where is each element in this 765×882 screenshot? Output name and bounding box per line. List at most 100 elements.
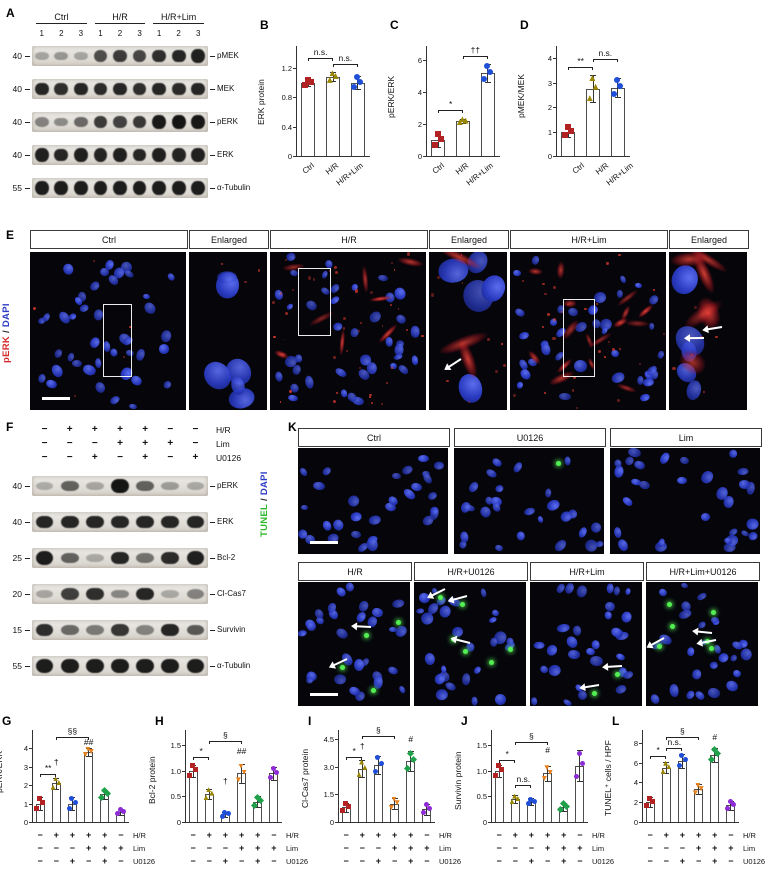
treatment-sign: − (66, 438, 73, 449)
blot-band (93, 82, 108, 96)
cell-nucleus (287, 394, 298, 403)
data-point (82, 752, 88, 758)
perk-speckle (380, 403, 383, 406)
data-point (206, 787, 212, 793)
tunel-positive-nucleus (396, 620, 402, 626)
data-point (307, 79, 314, 86)
perk-speckle (618, 347, 621, 350)
fluorescence-image (454, 448, 604, 554)
cell-nucleus (141, 300, 157, 317)
perk-speckle (652, 289, 655, 292)
perk-speckle (461, 282, 464, 284)
treatment-sign: − (512, 843, 518, 853)
roi-box (563, 299, 595, 378)
x-category-label: H/R+Lim (464, 161, 496, 188)
data-point (203, 794, 209, 800)
treatment-sign: + (712, 830, 718, 840)
error-bar (665, 762, 667, 774)
cell-nucleus (435, 688, 449, 702)
cell-nucleus (648, 692, 662, 706)
lane-group-label: Ctrl (36, 12, 87, 24)
data-point (342, 801, 348, 807)
error-cap (343, 811, 350, 813)
cell-nucleus (424, 651, 436, 665)
significance-bracket (515, 742, 548, 744)
x-category-label: Ctrl (430, 161, 446, 176)
cell-nucleus (731, 668, 742, 679)
treatment-sign: − (37, 856, 43, 866)
significance-bracket (56, 737, 89, 739)
significance-label: n.s. (598, 48, 613, 59)
arrowhead (351, 622, 358, 631)
cell-nucleus (485, 467, 499, 479)
tunel-positive-nucleus (666, 602, 672, 608)
blot-band (136, 480, 154, 492)
data-point (241, 769, 247, 775)
blot-band (93, 115, 108, 128)
perk-speckle (369, 290, 374, 295)
cell-nucleus (346, 493, 362, 509)
treatment-sign: + (85, 830, 92, 840)
cell-nucleus (592, 290, 608, 305)
panel-letter-l: L (612, 714, 620, 728)
y-tick-label: 4 (633, 778, 638, 788)
bracket-end (515, 785, 517, 789)
tunel-positive-nucleus (364, 633, 370, 639)
y-tick-label: 2 (23, 781, 28, 791)
y-tick (553, 156, 556, 157)
lane-group-label: H/R+Lim (153, 12, 204, 24)
blot-strip (32, 79, 208, 99)
blot-band (152, 49, 166, 63)
treatment-name: Lim (133, 844, 146, 853)
data-point (85, 746, 91, 752)
blot-strip (32, 656, 208, 676)
perk-speckle (501, 343, 503, 346)
fluorescence-image (530, 582, 642, 706)
blot-band (35, 659, 54, 673)
blot-strip (32, 548, 208, 568)
arrowhead (441, 363, 452, 374)
image-title-box: Enlarged (429, 230, 509, 249)
panel-letter-e: E (6, 228, 15, 242)
treatment-sign: + (424, 843, 430, 853)
cell-nucleus (615, 652, 627, 662)
error-cap (695, 794, 702, 796)
blot-band (161, 481, 180, 491)
cell-nucleus (470, 696, 478, 706)
treatment-sign: − (271, 856, 277, 866)
blot-band (191, 49, 206, 63)
y-tick-label: 6 (633, 758, 638, 768)
pointer-arrow (691, 626, 713, 636)
error-cap (69, 810, 76, 812)
data-point (362, 764, 368, 770)
panel-letter-a: A (6, 6, 15, 20)
error-bar (649, 797, 651, 808)
perk-speckle (342, 316, 346, 320)
protein-tick (210, 558, 215, 559)
bracket-end (681, 747, 683, 751)
cell-nucleus (135, 348, 146, 362)
x-category-label: H/R (324, 161, 341, 177)
significance-bracket (593, 59, 618, 61)
treatment-name: Lim (216, 439, 230, 449)
mw-tick (25, 666, 30, 667)
perk-speckle (393, 268, 396, 271)
arrowhead (449, 634, 458, 644)
perk-speckle (604, 356, 606, 358)
cell-nucleus (620, 495, 634, 509)
significance-bracket (650, 755, 667, 757)
cell-nucleus (320, 466, 333, 478)
lane-number: 1 (98, 29, 103, 38)
data-point (187, 772, 193, 778)
treatment-sign: + (117, 424, 123, 435)
tunel-positive-nucleus (462, 649, 468, 655)
treatment-sign: + (238, 830, 245, 840)
significance-label: † (359, 741, 365, 752)
data-point (340, 808, 346, 813)
blot-band (86, 625, 104, 635)
significance-label: * (352, 745, 356, 756)
y-tick-label: 0 (176, 818, 181, 827)
cell-nucleus (312, 481, 326, 492)
cell-nucleus (437, 604, 452, 619)
